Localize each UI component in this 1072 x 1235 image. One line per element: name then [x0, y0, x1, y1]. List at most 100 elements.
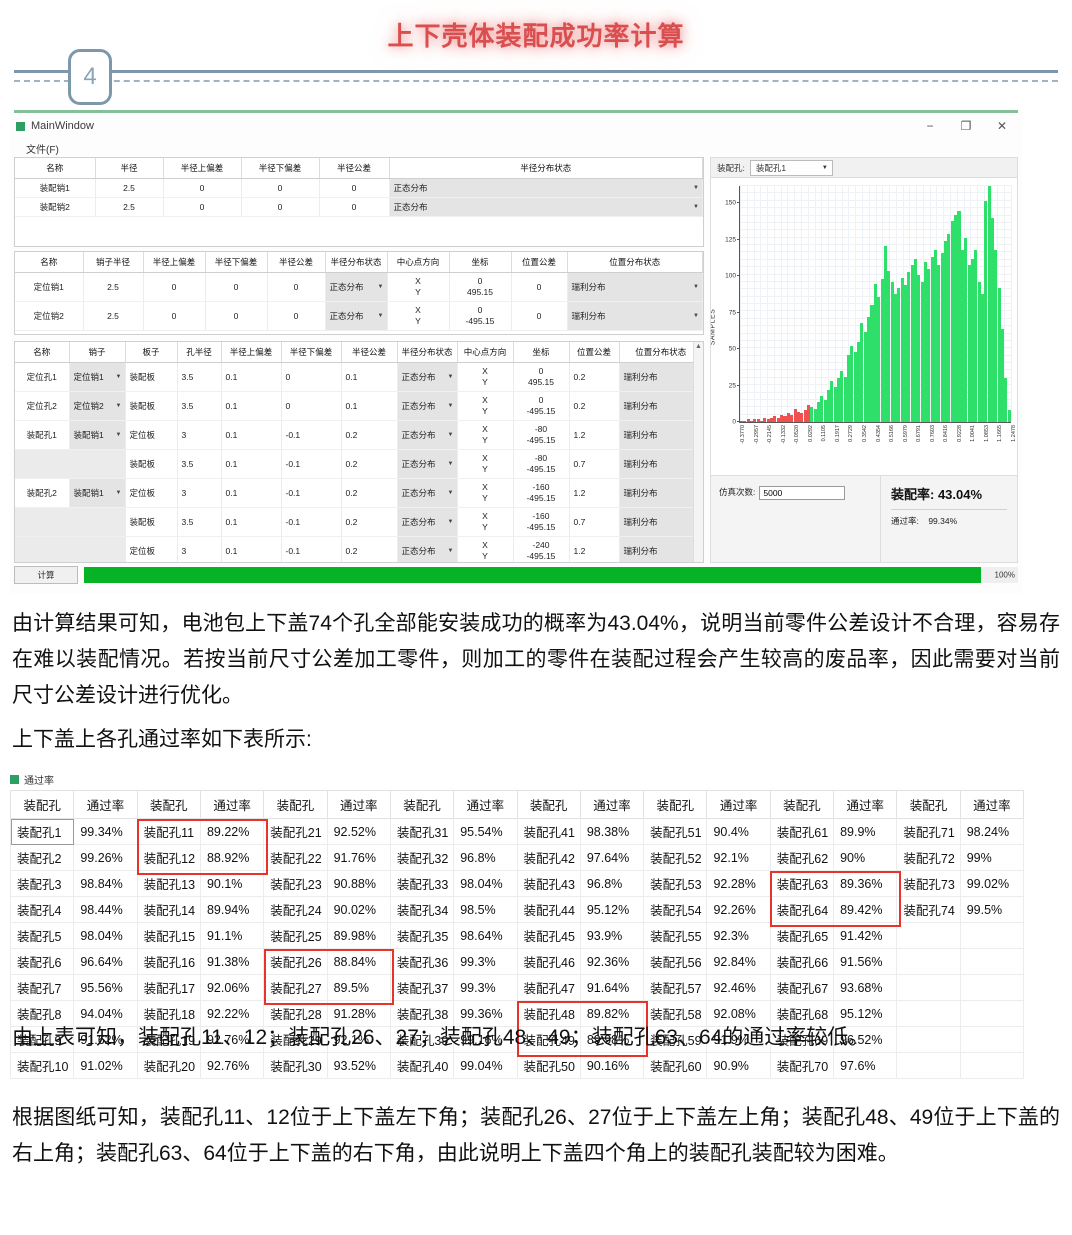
- chart-bar: [893, 293, 897, 422]
- table-cell: 2.5: [83, 272, 144, 302]
- table-cell: [896, 974, 961, 1001]
- dropdown-cell[interactable]: 定位销2 ▼: [69, 391, 126, 421]
- chart-gridline: [800, 186, 802, 422]
- chart-gridline: [767, 186, 769, 422]
- dropdown-cell[interactable]: 瑞利分布▼: [619, 449, 703, 479]
- sim-count-input[interactable]: [759, 486, 846, 500]
- column-header: 中心点方向: [457, 342, 514, 363]
- table-cell: 装配孔44: [516, 896, 581, 923]
- chart-y-tickmark: [737, 421, 740, 422]
- xy-cell: 0 -495.15: [449, 301, 512, 331]
- scroll-up-icon[interactable]: ▲: [695, 343, 702, 350]
- table-row: 装配孔2 装配销1 ▼ 定位板 3 0.1 -0.1 0.2 正态分布 ▼ X Y -160 -495.1…: [15, 478, 703, 508]
- chart-x-tick: 0.2729: [848, 425, 855, 442]
- chart-gridline: [773, 186, 775, 422]
- chart-bar: [883, 245, 887, 422]
- table-cell: 装配孔43: [516, 870, 581, 897]
- table-cell: 89.22%: [199, 818, 265, 845]
- column-header: 位置分布状态: [567, 252, 703, 273]
- menu-item-file[interactable]: 文件(F): [26, 144, 59, 156]
- dropdown-cell[interactable]: 瑞利分布▼: [619, 391, 703, 421]
- dropdown-cell[interactable]: 瑞利分布▼: [619, 420, 703, 450]
- table-cell: 装配孔53: [643, 870, 708, 897]
- chart-bar: [954, 215, 958, 422]
- chart-x-tick: -0.2957: [753, 425, 760, 444]
- dropdown-cell[interactable]: 正态分布 ▼: [397, 536, 458, 562]
- dropdown-cell[interactable]: 正态分布 ▼: [397, 449, 458, 479]
- table-cell: 90.4%: [706, 818, 771, 845]
- table-cell: 装配孔19: [136, 1026, 201, 1053]
- chart-bar: [847, 355, 851, 422]
- dropdown-cell[interactable]: 瑞利分布▼: [567, 301, 703, 331]
- page-title: 上下壳体装配成功率计算: [387, 21, 685, 51]
- table-scrollbar[interactable]: ▲: [693, 342, 703, 562]
- dropdown-cell[interactable]: 正态分布 ▼: [325, 301, 388, 331]
- chart-gridline: [787, 186, 789, 422]
- dropdown-cell[interactable]: 装配销1 ▼: [69, 420, 126, 450]
- chart-gridline: [1011, 186, 1012, 422]
- chart-bar: [860, 322, 864, 422]
- dropdown-cell[interactable]: 正态分布 ▼: [397, 362, 458, 392]
- chart-bar: [980, 293, 984, 422]
- table-cell: 92.28%: [706, 870, 771, 897]
- chart-gridline: [740, 273, 1011, 275]
- chart-bar: [873, 283, 877, 422]
- table-cell: 装配孔26: [263, 948, 328, 975]
- table-cell: 0: [143, 272, 206, 302]
- table-cell: 装配孔4: [9, 896, 75, 923]
- table-cell: 装配板: [125, 362, 178, 392]
- chart-bar: [974, 250, 978, 422]
- chart-bar: [897, 287, 901, 422]
- hole-selector-dropdown[interactable]: 装配孔1 ▼: [749, 159, 833, 176]
- table-cell: 装配孔64: [769, 896, 835, 923]
- dropdown-cell[interactable]: 瑞利分布▼: [567, 272, 703, 302]
- pin-radius-table: 名称 半径 半径上偏差 半径下偏差 半径公差 半径分布状态 装配销1 2.5 0 0 0 正态分布 ▼…: [14, 157, 704, 247]
- table-cell: 装配孔48: [516, 1000, 581, 1027]
- table-cell: 99.3%: [453, 974, 518, 1001]
- table-icon: [10, 775, 19, 784]
- column-header: 通过率: [706, 790, 771, 819]
- table-cell: 装配孔61: [769, 818, 835, 845]
- table-cell: 3: [177, 536, 222, 562]
- chart-bar: [900, 277, 904, 422]
- hole-selector-row: 装配孔: 装配孔1 ▼: [710, 157, 1018, 178]
- chart-gridline: [821, 186, 823, 422]
- chart-gridline: [740, 280, 1011, 282]
- dropdown-cell[interactable]: 定位销1 ▼: [69, 362, 126, 392]
- chart-bar: [940, 253, 944, 422]
- dropdown-cell[interactable]: 正态分布 ▼: [389, 178, 703, 198]
- chart-gridline: [807, 186, 809, 422]
- dropdown-cell[interactable]: 正态分布 ▼: [325, 272, 388, 302]
- chart-x-tick: 0.4354: [875, 425, 882, 442]
- dropdown-cell[interactable]: 瑞利分布▼: [619, 362, 703, 392]
- dropdown-cell[interactable]: 装配销1 ▼: [69, 478, 126, 508]
- table-cell: [959, 1052, 1025, 1079]
- chart-bar: [840, 371, 844, 422]
- dropdown-cell[interactable]: 正态分布 ▼: [397, 420, 458, 450]
- table-cell: 93.68%: [833, 974, 898, 1001]
- chevron-down-icon: ▼: [447, 461, 454, 467]
- table-cell: 装配孔51: [643, 818, 708, 845]
- table-cell: 99.26%: [73, 844, 138, 871]
- dropdown-cell[interactable]: 瑞利分布▼: [619, 478, 703, 508]
- calculate-button[interactable]: 计算: [14, 566, 78, 584]
- column-header: 半径上偏差: [143, 252, 206, 273]
- column-header: 通过率: [833, 790, 898, 819]
- app-logo-icon: [16, 121, 25, 131]
- maximize-icon[interactable]: ❐: [960, 119, 972, 133]
- dropdown-cell[interactable]: 正态分布 ▼: [397, 478, 458, 508]
- table-cell: 89.42%: [833, 896, 898, 923]
- dropdown-cell[interactable]: 正态分布 ▼: [389, 197, 703, 217]
- dropdown-cell[interactable]: 瑞利分布▼: [619, 507, 703, 537]
- dropdown-cell[interactable]: 瑞利分布▼: [619, 536, 703, 562]
- table-cell: 0.7: [569, 449, 620, 479]
- dropdown-cell[interactable]: 正态分布 ▼: [397, 507, 458, 537]
- minimize-icon[interactable]: −: [926, 119, 934, 133]
- table-cell: 97.6%: [833, 1052, 898, 1079]
- table-row: 装配孔1 装配销1 ▼ 定位板 3 0.1 -0.1 0.2 正态分布 ▼ X Y -80 -495.15…: [15, 420, 703, 450]
- dropdown-cell[interactable]: 正态分布 ▼: [397, 391, 458, 421]
- close-icon[interactable]: ✕: [996, 119, 1008, 133]
- table-row: 装配销1 2.5 0 0 0 正态分布 ▼: [15, 178, 703, 198]
- table-cell: 0: [511, 301, 568, 331]
